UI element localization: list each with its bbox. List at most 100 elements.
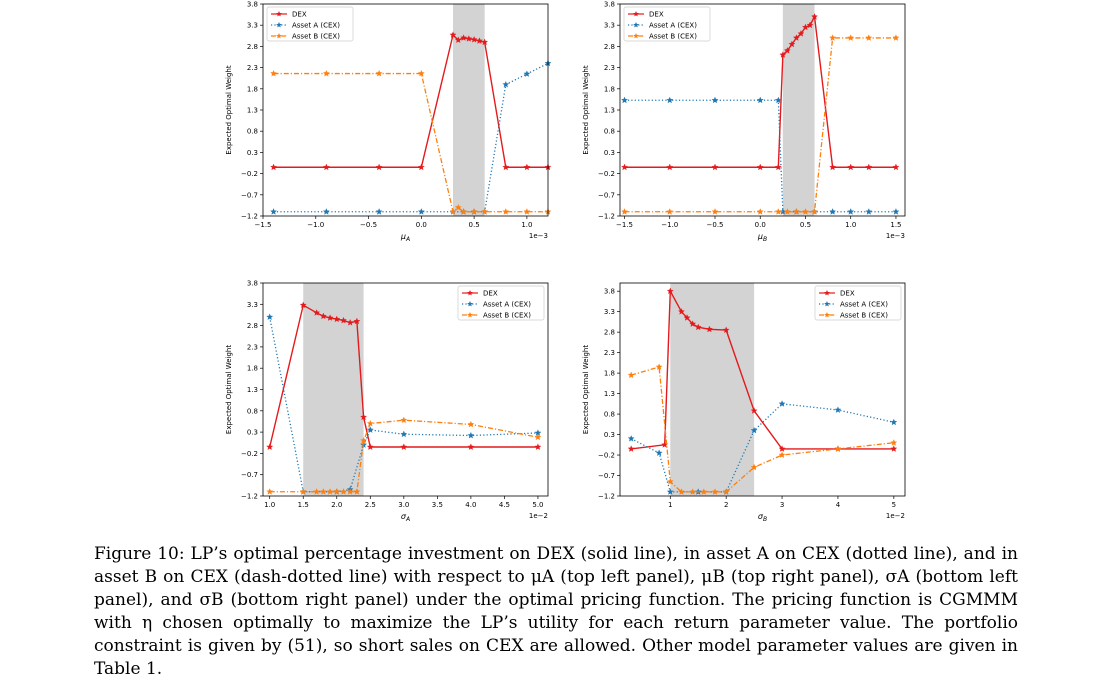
series-line [624,37,896,213]
data-point-star [481,38,489,46]
data-point-star [666,287,674,295]
legend-marker [824,312,830,318]
data-point-star [627,371,635,379]
data-point-star [779,51,787,58]
data-point-star [346,319,354,326]
x-tick-label: 4.5 [499,501,510,509]
data-point-star [829,163,837,171]
data-point-star [711,163,719,171]
data-point-star [366,426,374,433]
y-tick-label: 0.3 [247,429,258,437]
data-point-star [375,69,383,77]
shaded-region [303,283,364,496]
x-tick-label: 0.5 [469,221,480,229]
legend: DEX Asset A (CEX) Asset B (CEX) [266,6,354,42]
data-point-star [534,443,542,450]
legend-label: Asset B (CEX) [292,33,340,41]
series-asset-b-cex- [266,416,542,495]
y-tick-label: 0.8 [247,407,258,415]
legend-label: Asset B (CEX) [840,312,888,320]
data-point-star [400,430,408,438]
data-point-star [890,418,898,426]
y-tick-label: −0.7 [598,191,615,199]
x-tick-label: 5 [892,501,896,509]
legend-marker [633,11,639,17]
x-tick-label: 3.5 [432,501,443,509]
x-axis-label: μA [400,232,410,243]
data-point-star [319,312,327,320]
data-point-star [470,208,478,215]
legend: DEX Asset A (CEX) Asset B (CEX) [623,6,711,42]
y-tick-label: 1.8 [247,85,258,93]
data-point-star [788,40,796,48]
data-point-star [523,163,531,171]
data-point-star [353,488,361,495]
data-point-star [400,443,408,450]
data-point-star [802,208,809,215]
legend-box [814,285,902,321]
data-point-star [865,34,873,41]
data-point-star [400,416,408,424]
data-point-star [340,488,347,495]
data-point-star [360,413,368,421]
series-asset-b-cex- [627,363,898,495]
data-point-star [454,36,462,43]
data-point-star [750,463,758,471]
x-axis-label-subscript: A [405,516,410,523]
series-asset-a-cex- [621,96,900,215]
data-point-star [460,208,467,215]
data-point-star [322,69,330,77]
x-tick-label: −1.5 [616,221,633,229]
data-point-star [266,488,274,495]
y-tick-label: 3.3 [604,308,615,316]
x-axis-multiplier: 1e−3 [886,232,905,240]
x-tick-label: 1.0 [264,501,275,509]
y-tick-label: −0.7 [598,472,615,480]
data-point-star [711,208,719,215]
data-point-star [722,488,730,495]
data-point-star [627,435,635,442]
data-point-star [270,208,277,215]
data-point-star [834,406,842,413]
data-point-star [465,35,473,42]
x-tick-label: −1.0 [661,221,678,229]
series-asset-b-cex- [621,34,900,215]
data-point-star [467,420,475,428]
x-axis-label: σB [758,512,767,523]
series-dex [621,13,900,171]
data-point-star [481,208,489,215]
y-tick-label: 3.8 [604,288,615,296]
figure-caption: Figure 10: LP’s optimal percentage inves… [94,543,1018,681]
data-point-star [523,208,531,215]
x-tick-label: 2 [724,501,728,509]
data-point-star [621,96,628,104]
x-axis-label: σA [401,512,410,523]
data-point-star [683,314,691,321]
series-asset-a-cex- [627,400,898,495]
y-tick-label: 1.8 [247,365,258,373]
x-axis-label: μB [757,232,767,243]
y-tick-label: 1.8 [604,370,615,378]
data-point-star [353,317,361,325]
data-point-star [266,443,274,450]
data-point-star [449,31,457,38]
y-tick-label: −1.2 [598,493,615,501]
legend-box [266,6,354,42]
legend-label: Asset B (CEX) [649,33,697,41]
y-tick-label: −0.2 [598,452,615,460]
data-point-star [834,445,842,452]
data-point-star [783,47,791,54]
figure-panels: −1.2 −0.7 −0.2 0.3 0.8 1.3 1.8 2.3 2.8 3.3 3.8 −1.5… [225,1,906,523]
data-point-star [892,208,900,215]
legend-marker [276,33,282,39]
x-tick-label: 2.0 [331,501,342,509]
data-point-star [892,34,900,41]
data-point-star [797,30,805,37]
series-asset-b-cex- [270,69,552,215]
data-point-star [621,208,628,215]
y-tick-label: 2.3 [247,343,258,351]
y-tick-label: 2.3 [604,64,615,72]
legend-marker [467,290,473,296]
data-point-star [711,488,719,495]
data-point-star [806,21,814,29]
